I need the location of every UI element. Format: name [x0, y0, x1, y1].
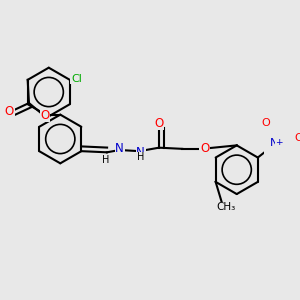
Text: N: N	[115, 142, 124, 155]
Text: O: O	[5, 105, 14, 118]
Text: H: H	[137, 152, 144, 162]
Text: CH₃: CH₃	[216, 202, 236, 212]
Text: O: O	[40, 109, 50, 122]
Text: Cl: Cl	[71, 74, 82, 83]
Text: O: O	[154, 117, 164, 130]
Text: N: N	[270, 138, 278, 148]
Text: O: O	[200, 142, 209, 154]
Text: +: +	[275, 138, 283, 147]
Text: N: N	[136, 146, 145, 159]
Text: O: O	[261, 118, 270, 128]
Text: O: O	[295, 133, 300, 142]
Text: H: H	[102, 155, 109, 165]
